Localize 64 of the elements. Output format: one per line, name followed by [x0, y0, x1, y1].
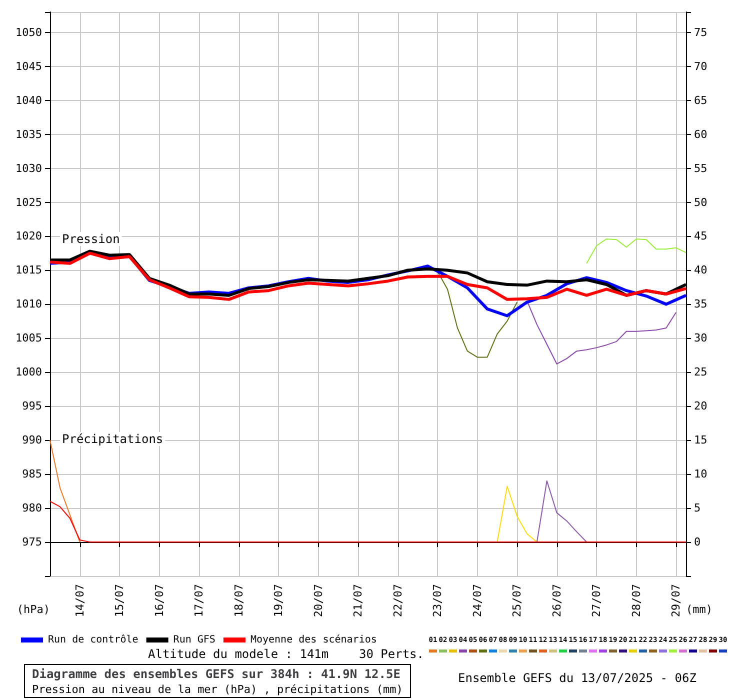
y-tick-label: 1010: [16, 298, 42, 311]
legend-label: Run de contrôle: [48, 634, 138, 646]
y-tick-label: 980: [22, 502, 42, 515]
text: Pression au niveau de la mer (hPa) , précipitations (mm): [32, 683, 403, 696]
y-tick-label: 1005: [16, 332, 42, 345]
y2-tick-label: 75: [694, 26, 708, 39]
x-tick-label: 16/07: [152, 584, 166, 618]
text: Ensemble GEFS du 13/07/2025 - 06Z: [458, 671, 696, 685]
legend-label: Run GFS: [173, 634, 216, 646]
x-tick-label: 19/07: [272, 584, 286, 618]
x-tick-label: 27/07: [590, 584, 604, 618]
x-tick-label: 28/07: [630, 584, 643, 618]
y2-tick-label: 30: [694, 332, 708, 345]
x-tick-label: 29/07: [670, 584, 683, 618]
y-tick-label: 995: [22, 400, 42, 413]
y-tick-label: 975: [22, 536, 42, 549]
y2-axis-title: (mm): [686, 603, 712, 616]
x-tick-label: 17/07: [192, 584, 206, 618]
y2-tick-label: 20: [694, 400, 708, 413]
line-series: [496, 486, 538, 543]
annotation: Précipitations: [62, 432, 164, 446]
x-tick-label: 21/07: [352, 584, 365, 618]
annotation: Pression: [62, 232, 120, 246]
y-tick-label: 1030: [16, 162, 42, 175]
y-axis-title: (hPa): [16, 603, 50, 616]
y2-tick-label: 10: [694, 468, 708, 481]
x-tick-label: 15/07: [113, 584, 126, 618]
y-tick-label: 1025: [16, 196, 42, 209]
y2-tick-label: 35: [694, 298, 708, 311]
text: Altitude du modele : 141m: [148, 647, 329, 661]
x-tick-label: 18/07: [232, 584, 246, 618]
y2-tick-label: 50: [694, 196, 708, 209]
y-tick-label: 1045: [16, 60, 42, 73]
y2-tick-label: 0: [694, 536, 701, 549]
line-series: [586, 238, 686, 264]
x-tick-label: 20/07: [312, 584, 325, 618]
y-tick-label: 985: [22, 468, 42, 481]
y-tick-label: 1015: [16, 264, 42, 277]
y2-tick-label: 70: [694, 60, 708, 73]
y2-tick-label: 45: [694, 230, 708, 243]
x-tick-label: 25/07: [510, 584, 524, 618]
line-series: [536, 480, 588, 543]
y2-tick-label: 65: [694, 94, 708, 107]
y2-tick-label: 40: [694, 264, 708, 277]
line-series: [437, 271, 518, 358]
y2-tick-label: 60: [694, 128, 708, 141]
y2-tick-label: 55: [694, 162, 708, 175]
x-tick-label: 24/07: [470, 584, 484, 618]
text: 30 Perts.: [358, 647, 424, 661]
x-tick-label: 22/07: [391, 584, 404, 618]
y-tick-label: 1020: [16, 230, 42, 243]
x-tick-label: 23/07: [431, 584, 444, 618]
y2-tick-label: 5: [694, 502, 701, 515]
y-tick-label: 1050: [16, 26, 42, 39]
y2-tick-label: 25: [694, 366, 708, 379]
y2-tick-label: 15: [694, 434, 708, 447]
text: Diagramme des ensembles GEFS sur 384h : 41.9N 12.5E: [32, 667, 400, 681]
y-tick-label: 1035: [16, 128, 42, 141]
x-tick-label: 26/07: [550, 584, 564, 618]
y-tick-label: 1000: [16, 366, 42, 379]
y-tick-label: 990: [22, 434, 42, 447]
x-tick-label: 14/07: [73, 584, 86, 618]
legend-label: Moyenne des scénarios: [250, 634, 377, 646]
y-tick-label: 1040: [16, 94, 42, 107]
